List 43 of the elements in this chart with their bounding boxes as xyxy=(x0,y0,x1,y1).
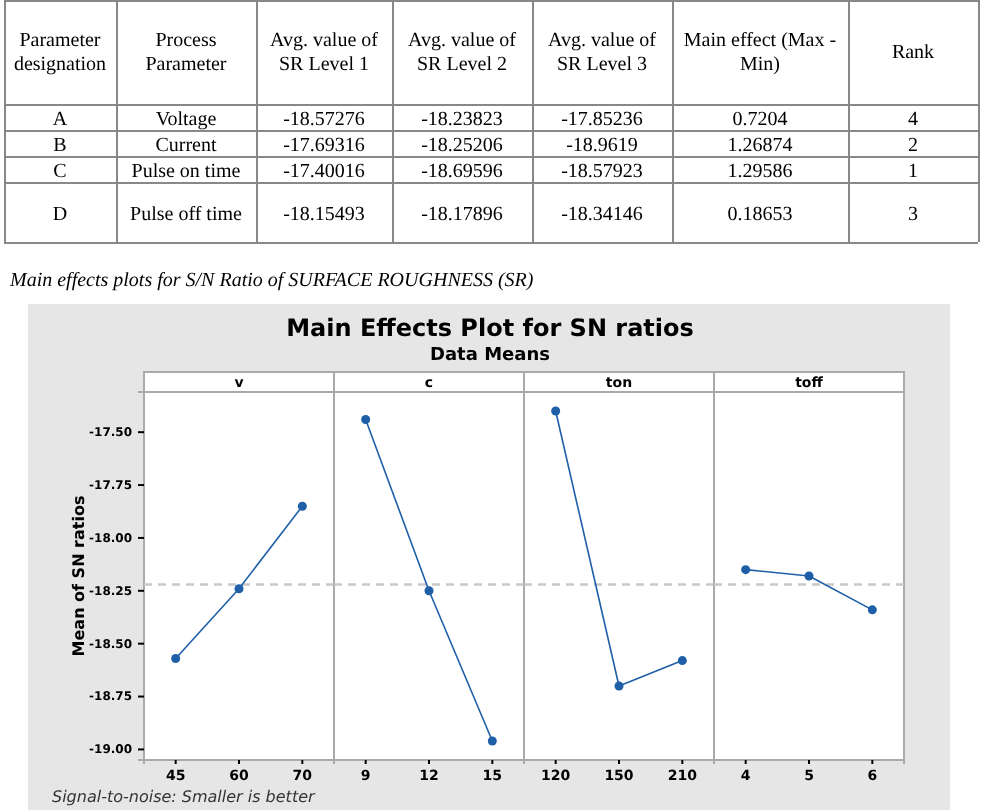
text: C xyxy=(53,161,68,183)
y-axis-title: Mean of SN ratios xyxy=(70,495,88,657)
text: Main effects plots for S/N Ratio of SURFACE ROUGHNESS (SR) xyxy=(8,270,535,292)
category-label: Parameter designation xyxy=(13,30,107,76)
text: 3 xyxy=(908,204,918,226)
category-label: Avg. value of SR Level 3 xyxy=(548,30,658,76)
text: 0.18653 xyxy=(727,204,793,226)
category-label: Main effect (Max - Min) xyxy=(683,30,837,76)
text: -18.23823 xyxy=(421,109,503,131)
text: B xyxy=(53,135,68,157)
category-label: Rank xyxy=(891,42,935,64)
text: -17.40016 xyxy=(283,161,365,183)
text: -18.17896 xyxy=(421,204,503,226)
text: -18.15493 xyxy=(283,204,365,226)
text: 4 xyxy=(908,109,918,131)
text: Voltage xyxy=(155,109,218,131)
text: 1 xyxy=(908,161,918,183)
text: Current xyxy=(155,135,217,157)
category-label: Avg. value of SR Level 2 xyxy=(408,30,518,76)
text: -18.9619 xyxy=(566,135,638,157)
text: 1.29586 xyxy=(727,161,793,183)
category-label: Avg. value of SR Level 1 xyxy=(270,30,380,76)
text: Main Effects Plot for SN ratios xyxy=(286,314,694,342)
text: -18.57923 xyxy=(561,161,643,183)
text: Signal-to-noise: Smaller is better xyxy=(52,788,316,806)
text: D xyxy=(52,204,68,226)
text: Pulse on time xyxy=(131,161,242,183)
text: Data Means xyxy=(430,346,550,366)
point xyxy=(234,584,244,594)
point xyxy=(171,653,181,663)
text: -18.57276 xyxy=(283,109,365,131)
category-label: Process Parameter xyxy=(145,30,228,76)
text: -17.85236 xyxy=(561,109,643,131)
text: -18.34146 xyxy=(561,204,643,226)
text: A xyxy=(52,109,69,131)
text: 1.26874 xyxy=(727,135,793,157)
text: 0.7204 xyxy=(732,109,788,131)
text: 2 xyxy=(908,135,918,157)
text: -17.69316 xyxy=(283,135,365,157)
text: -18.25206 xyxy=(421,135,503,157)
text: Pulse off time xyxy=(130,204,244,226)
text: -18.69596 xyxy=(421,161,503,183)
point xyxy=(297,501,307,511)
